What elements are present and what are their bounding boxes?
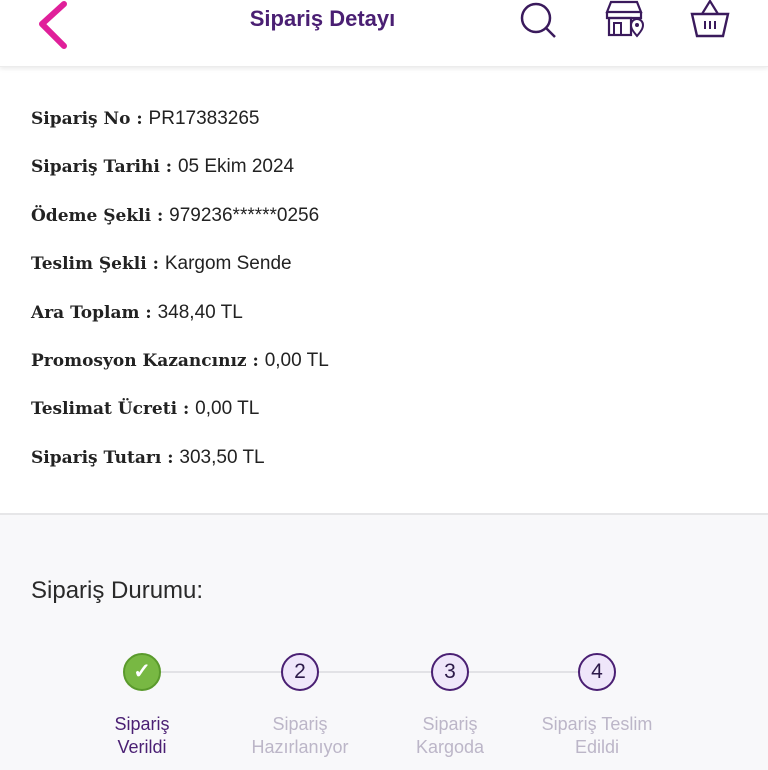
step-1-label: Sipariş Verildi — [62, 713, 222, 759]
info-colon: : — [177, 399, 196, 420]
info-colon: : — [246, 350, 265, 371]
info-label: Ara Toplam — [31, 302, 140, 323]
info-label: Sipariş Tarihi — [31, 157, 160, 178]
step-3-indicator: 3 — [431, 653, 469, 691]
step-3-label: Sipariş Kargoda — [370, 713, 530, 759]
order-status-section: Sipariş Durumu: ✓ Sipariş Verildi 2 Sipari… — [0, 513, 768, 770]
info-value: 979236******0256 — [169, 204, 320, 226]
info-value: 0,00 TL — [264, 349, 329, 371]
order-info-row: Ara Toplam : 348,40 TL — [31, 302, 329, 350]
progress-line — [142, 671, 597, 673]
info-colon: : — [139, 302, 158, 323]
step-label-line1: Sipariş Teslim — [541, 714, 653, 734]
info-label: Sipariş Tutarı — [31, 447, 162, 468]
info-value: 05 Ekim 2024 — [177, 156, 295, 178]
order-info-row: Sipariş Tutarı : 303,50 TL — [31, 447, 329, 495]
info-label: Teslimat Ücreti — [31, 399, 178, 420]
step-4-indicator: 4 — [578, 653, 616, 691]
order-info-row: Sipariş Tarihi : 05 Ekim 2024 — [31, 156, 329, 204]
page-title: Sipariş Detayı — [249, 6, 396, 31]
back-chevron-icon[interactable] — [36, 0, 70, 54]
step-label-line2: Edildi — [574, 737, 620, 757]
order-info-row: Promosyon Kazancınız : 0,00 TL — [31, 350, 329, 398]
info-colon: : — [130, 109, 149, 129]
info-value: 303,50 TL — [179, 446, 265, 468]
order-info-row: Teslimat Ücreti : 0,00 TL — [31, 398, 329, 446]
store-location-icon[interactable] — [603, 0, 647, 40]
info-label: Teslim Şekli — [31, 254, 147, 275]
order-info-row: Teslim Şekli : Kargom Sende — [31, 253, 329, 301]
step-label-line2: Kargoda — [415, 737, 485, 757]
info-value: 348,40 TL — [157, 301, 243, 323]
info-colon: : — [161, 447, 180, 468]
step-2-indicator: 2 — [281, 653, 319, 691]
info-colon: : — [146, 254, 165, 275]
order-info-row: Sipariş No : PR17383265 — [31, 108, 329, 156]
info-label: Ödeme Şekli — [31, 205, 152, 226]
search-icon[interactable] — [518, 0, 558, 40]
status-title: Sipariş Durumu: — [31, 577, 204, 604]
step-label-line1: Sipariş — [114, 714, 170, 734]
step-label-line2: Hazırlanıyor — [251, 737, 349, 757]
step-4-label: Sipariş Teslim Edildi — [517, 713, 677, 759]
step-1-indicator: ✓ — [123, 653, 161, 691]
basket-icon[interactable] — [688, 0, 732, 40]
info-colon: : — [151, 205, 170, 226]
info-colon: : — [159, 157, 178, 178]
step-2-label: Sipariş Hazırlanıyor — [220, 713, 380, 759]
app-header: Sipariş Detayı — [0, 0, 768, 67]
step-label-line1: Sipariş — [422, 714, 478, 734]
info-label: Promosyon Kazancınız — [31, 350, 247, 371]
info-label: Sipariş No — [31, 109, 131, 129]
info-value: 0,00 TL — [195, 398, 260, 420]
order-info: Sipariş No : PR17383265 Sipariş Tarihi : … — [31, 108, 329, 495]
order-info-row: Ödeme Şekli : 979236******0256 — [31, 205, 329, 253]
step-label-line1: Sipariş — [272, 714, 328, 734]
info-value: Kargom Sende — [164, 253, 292, 275]
info-value: PR17383265 — [148, 108, 260, 129]
step-label-line2: Verildi — [117, 737, 167, 757]
